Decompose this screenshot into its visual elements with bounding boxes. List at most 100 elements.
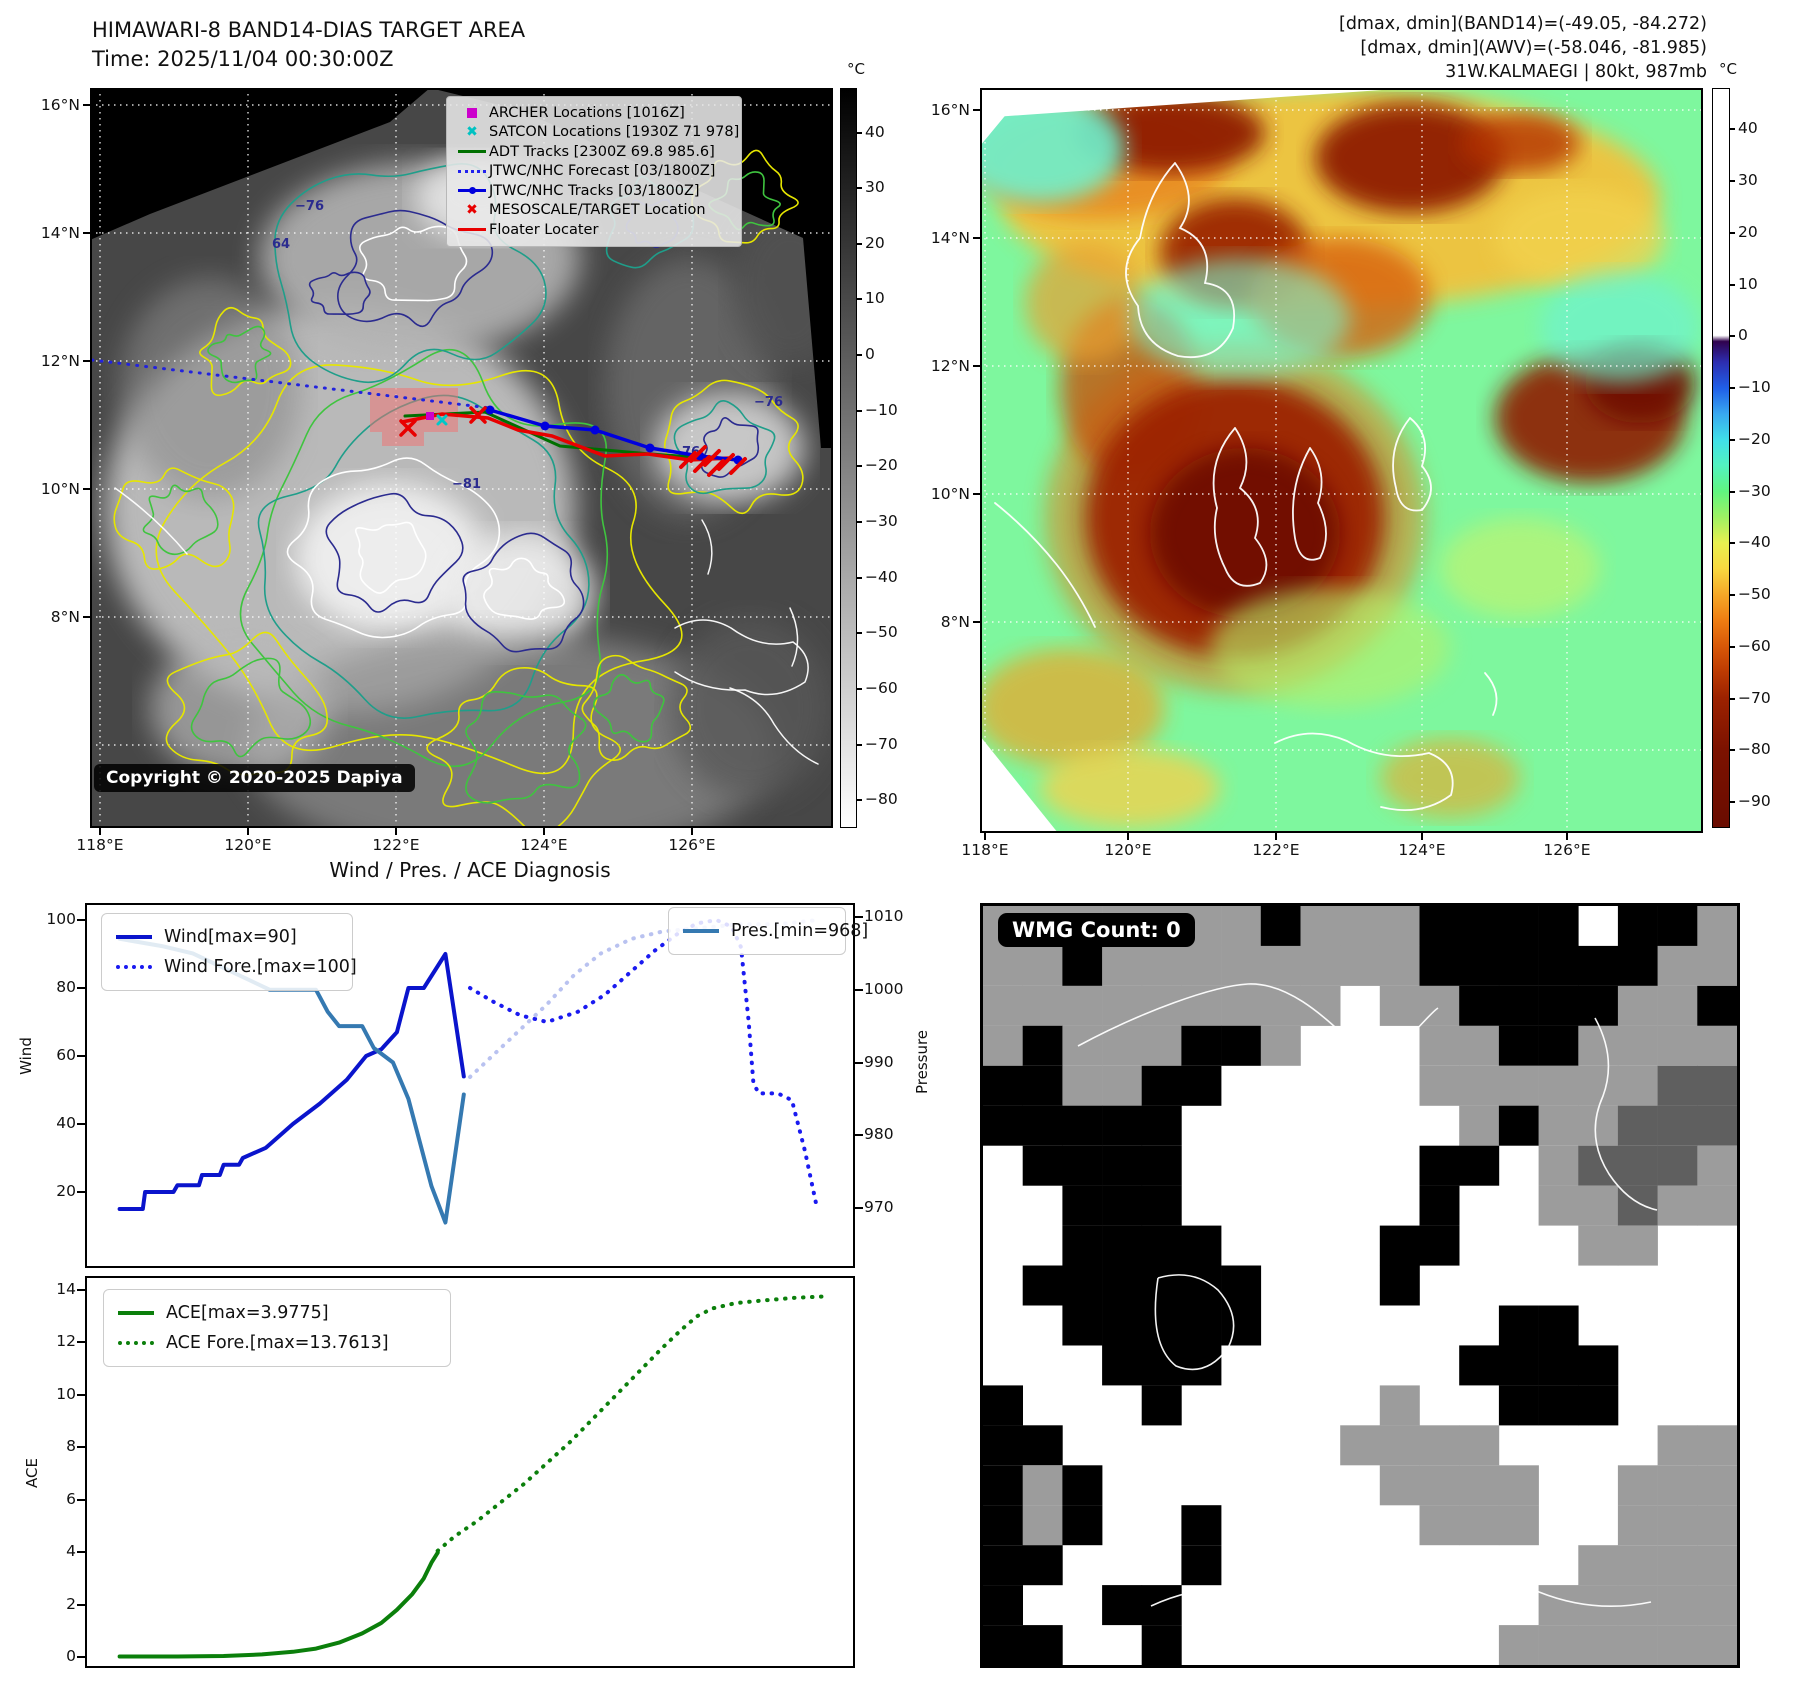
band14-colorbar-tick-mark	[857, 409, 862, 412]
wmg-cell	[1697, 906, 1738, 946]
wmg-cell	[1221, 985, 1262, 1026]
wmg-cell	[1538, 906, 1579, 946]
y-tick-mark	[77, 1341, 85, 1344]
y-tick-mark	[855, 916, 863, 918]
lon-tick-label: 120°E	[224, 836, 272, 854]
wmg-cell	[1657, 1585, 1698, 1626]
wmg-cell	[1697, 1505, 1738, 1546]
wmg-cell	[1617, 1105, 1658, 1146]
wmg-cell	[1221, 1305, 1262, 1346]
wmg-cell	[1141, 945, 1182, 986]
y-tick-mark	[855, 1061, 863, 1064]
wmg-cell	[1102, 1105, 1143, 1146]
wmg-cell	[1141, 1265, 1182, 1306]
band14-colorbar-tick-label: −80	[865, 790, 898, 809]
series-ace-fore-	[435, 1294, 830, 1553]
wmg-cell	[1181, 1505, 1222, 1546]
floater-hatch-mark	[689, 445, 707, 463]
legend-item-label: MESOSCALE/TARGET Location	[489, 202, 706, 219]
floater-hatch-mark	[679, 451, 697, 469]
contour-value-label: −76	[295, 199, 324, 214]
y-tick-mark	[77, 1123, 85, 1125]
band14-colorbar-tick-label: −20	[865, 456, 898, 475]
lon-tick-mark	[99, 828, 101, 835]
legend-item: Wind[max=90]	[116, 922, 338, 952]
legend-item: ✖ SATCON Locations [1930Z 71 978]	[455, 123, 739, 143]
awv-colorbar-tick-label: −90	[1738, 792, 1771, 811]
satcon-location-marker	[436, 414, 448, 426]
wmg-cell	[1459, 1505, 1500, 1546]
wmg-cell	[1498, 906, 1539, 946]
jtwc-track-point	[485, 405, 495, 415]
wmg-cell	[983, 1025, 1023, 1066]
wmg-cell	[1657, 1625, 1698, 1666]
coastline	[114, 487, 188, 555]
contour-line	[207, 325, 272, 384]
coastline	[1010, 1173, 1060, 1253]
wmg-cell	[1221, 1265, 1262, 1306]
wmg-cell	[1181, 1065, 1222, 1106]
legend-item-label: Wind Fore.[max=100]	[164, 957, 357, 977]
y-axis-label: Wind	[17, 1037, 35, 1075]
band14-dmax-dmin: [dmax, dmin](BAND14)=(-49.05, -84.272)	[1339, 14, 1707, 34]
wmg-cell	[1181, 1225, 1222, 1266]
wmg-cell	[1459, 1345, 1500, 1386]
y-tick-label: 80	[56, 978, 76, 996]
wmg-cell	[1062, 945, 1103, 986]
wmg-cell	[1300, 906, 1341, 946]
coastline	[1292, 447, 1327, 561]
wmg-cell	[1102, 1345, 1143, 1386]
awv-colorbar-tick-label: −50	[1738, 585, 1771, 604]
floater-hatch-mark	[707, 459, 725, 477]
wmg-cell	[1181, 1305, 1222, 1346]
band14-colorbar-tick-mark	[857, 632, 862, 635]
wmg-cell	[1617, 906, 1658, 946]
right-header: [dmax, dmin](BAND14)=(-49.05, -84.272) […	[1339, 12, 1707, 84]
lat-tick-label: 10°N	[930, 485, 970, 503]
wmg-cell	[1657, 906, 1698, 946]
swath-edge	[980, 88, 1410, 118]
temperature-blob	[1540, 273, 1700, 383]
contour-line	[581, 654, 692, 762]
awv-colorbar-tick-label: 10	[1738, 274, 1758, 293]
wmg-cell	[1102, 1065, 1143, 1106]
blue-line-dot-icon	[455, 187, 489, 195]
lon-tick-label: 122°E	[372, 836, 420, 854]
lon-tick-label: 120°E	[1104, 841, 1152, 859]
wmg-cell	[1459, 1025, 1500, 1066]
wmg-cell	[983, 1385, 1023, 1426]
awv-colorbar-tick-mark	[1730, 335, 1735, 338]
y-tick-mark	[77, 1498, 85, 1501]
wmg-cell	[1697, 1425, 1738, 1466]
awv-colorbar-tick-mark	[1730, 594, 1735, 597]
band14-colorbar-tick-label: −30	[865, 511, 898, 530]
wmg-cell	[1260, 1025, 1301, 1066]
wmg-cell	[1419, 1025, 1460, 1066]
wmg-cell	[1578, 1625, 1619, 1666]
wmg-cell	[1538, 1385, 1579, 1426]
band14-colorbar-tick-label: −10	[865, 400, 898, 419]
wmg-cell	[1657, 1545, 1698, 1586]
wmg-cell	[1657, 1505, 1698, 1546]
wmg-cell	[1022, 1145, 1063, 1186]
temperature-blob	[1440, 518, 1600, 618]
legend-item-label: SATCON Locations [1930Z 71 978]	[489, 124, 740, 141]
coastline	[1125, 162, 1235, 358]
wmg-cell	[1022, 1025, 1063, 1066]
y-tick-label: 4	[66, 1542, 76, 1561]
legend-item: Wind Fore.[max=100]	[116, 952, 357, 982]
wmg-cell	[1181, 945, 1222, 986]
band14-colorbar-tick-mark	[857, 465, 862, 468]
wmg-cell	[1022, 985, 1063, 1026]
y-tick-label: 2	[66, 1594, 76, 1613]
lon-tick-mark	[247, 828, 249, 835]
y-tick-mark	[77, 1393, 85, 1396]
contour-line	[700, 417, 760, 478]
floater-locater-track	[400, 412, 732, 462]
band14-colorbar-tick-mark	[857, 187, 862, 190]
archer-location-marker	[426, 412, 434, 420]
wmg-cell	[1300, 945, 1341, 986]
band14-colorbar-tick-label: −50	[865, 623, 898, 642]
wmg-cell	[1022, 1105, 1063, 1146]
wmg-cell	[1181, 1545, 1222, 1586]
